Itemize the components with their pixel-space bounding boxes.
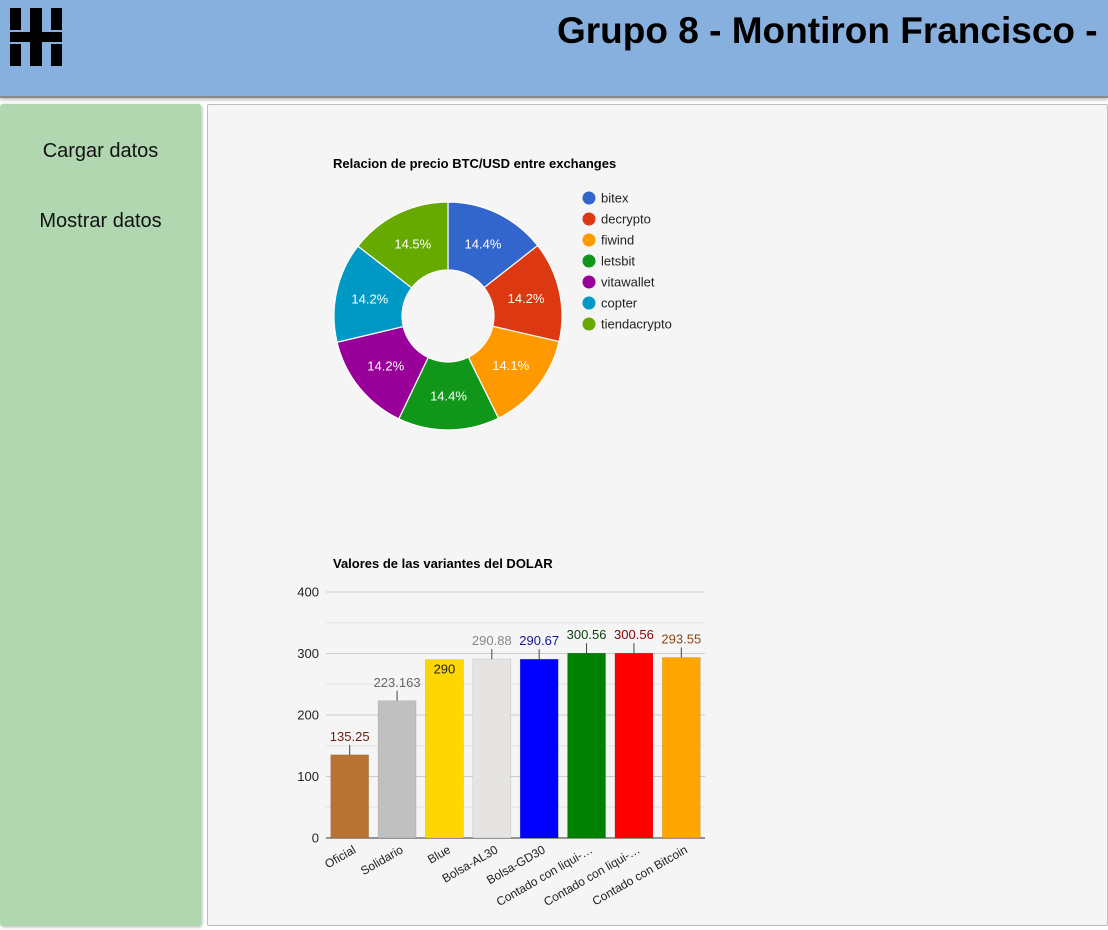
utn-logo-icon [10, 8, 62, 66]
bar-value-label: 300.56 [567, 627, 607, 642]
bar-value-label: 223.163 [374, 675, 421, 690]
bar-bars: 135.25 223.163 290 290.88 290.67 300.56 300.56… [330, 627, 701, 839]
pie-slice-label: 14.4% [430, 388, 467, 403]
x-tick-label: Solidario [358, 842, 406, 878]
legend-marker-letsbit [582, 254, 596, 268]
bar-value-label: 135.25 [330, 729, 370, 744]
y-tick-label: 400 [297, 585, 319, 600]
pie-labels: 14.4% 14.2% 14.1% 14.4% 14.2% 14.2% 14.5% [351, 237, 545, 404]
sidebar: Cargar datos Mostrar datos [0, 104, 201, 926]
pie-slice-label: 14.2% [351, 292, 388, 307]
pie-slice-label: 14.2% [367, 359, 404, 374]
nav-mostrar-datos[interactable]: Mostrar datos [39, 210, 162, 232]
pie-slice-label: 14.1% [492, 358, 529, 373]
x-tick-label: Blue [425, 842, 453, 866]
legend-label-fiwind[interactable]: fiwind [601, 233, 634, 248]
y-tick-label: 200 [297, 708, 319, 723]
legend-label-copter[interactable]: copter [601, 296, 638, 311]
nav-cargar-datos[interactable]: Cargar datos [42, 140, 159, 162]
legend-marker-vitawallet [582, 275, 596, 289]
charts-canvas: Relacion de precio BTC/USD entre exchang… [297, 156, 705, 909]
bar-6[interactable] [567, 652, 606, 839]
pie-chart: Relacion de precio BTC/USD entre exchang… [333, 156, 672, 431]
legend-marker-copter [582, 296, 596, 310]
legend-marker-bitex [582, 191, 596, 205]
bar-3[interactable] [425, 659, 464, 839]
pie-slice-label: 14.2% [508, 291, 545, 306]
bar-1[interactable] [330, 754, 369, 839]
pie-slices [333, 201, 563, 431]
main-content: Relacion de precio BTC/USD entre exchang… [207, 104, 1108, 926]
bar-chart-title: Valores de las variantes del DOLAR [333, 556, 553, 571]
bar-value-label: 290 [434, 662, 456, 677]
bar-chart: Valores de las variantes del DOLAR 0 100 2… [297, 556, 705, 909]
pie-chart-title: Relacion de precio BTC/USD entre exchang… [333, 156, 616, 171]
legend-label-bitex[interactable]: bitex [601, 191, 629, 206]
y-tick-label: 0 [312, 831, 319, 846]
bar-2[interactable] [377, 700, 417, 839]
bar-value-label: 300.56 [614, 627, 654, 642]
pie-slice-tiendacrypto[interactable] [357, 201, 449, 289]
bar-7[interactable] [614, 652, 654, 839]
bar-5[interactable] [519, 658, 559, 839]
bar-value-label: 290.88 [472, 633, 512, 648]
bar-8[interactable] [662, 657, 701, 839]
legend-label-letsbit[interactable]: letsbit [601, 254, 635, 269]
legend-marker-decrypto [582, 212, 596, 226]
header-bar: Grupo 8 - Montiron Francisco - [0, 0, 1108, 98]
pie-slice-label: 14.4% [465, 237, 502, 252]
y-tick-label: 300 [297, 646, 319, 661]
legend-marker-fiwind [582, 233, 596, 247]
x-tick-label: Oficial [322, 842, 358, 871]
pie-legend: bitex decrypto fiwind letsbit vitawallet copt… [582, 191, 672, 332]
legend-label-tiendacrypto[interactable]: tiendacrypto [601, 317, 672, 332]
legend-label-decrypto[interactable]: decrypto [601, 212, 651, 227]
pie-slice-label: 14.5% [394, 237, 431, 252]
bar-value-label: 290.67 [519, 633, 559, 648]
bar-value-label: 293.55 [661, 631, 701, 646]
legend-label-vitawallet[interactable]: vitawallet [601, 275, 655, 290]
y-tick-label: 100 [297, 769, 319, 784]
legend-marker-tiendacrypto [582, 317, 596, 331]
page-title: Grupo 8 - Montiron Francisco - [557, 10, 1098, 51]
bar-4[interactable] [472, 658, 512, 839]
bar-x-labels: Oficial Solidario BlueBolsa-AL30Bolsa-GD30… [322, 842, 690, 909]
